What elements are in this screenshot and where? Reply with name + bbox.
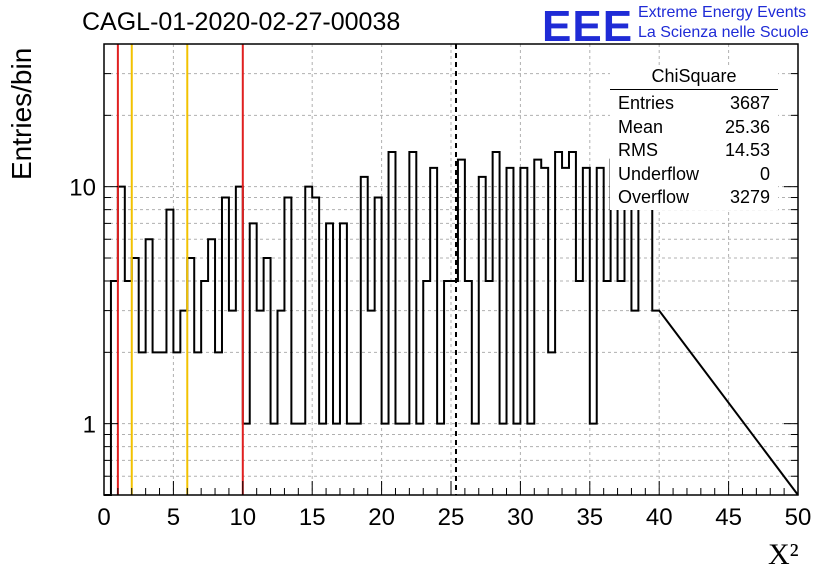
x-tick-label: 5 [167, 504, 180, 531]
chart-title: CAGL-01-2020-02-27-00038 [82, 8, 401, 36]
stat-label: Mean [618, 116, 664, 137]
stats-row: Mean 25.36 [610, 116, 778, 140]
eee-logo: EEE [542, 2, 634, 51]
stat-value: 0 [759, 163, 770, 184]
stats-title: ChiSquare [610, 66, 778, 90]
stat-value: 3279 [729, 187, 770, 207]
logo-text-line1: Extreme Energy Events [638, 4, 807, 21]
stat-value: 25.36 [724, 116, 770, 137]
x-tick-label: 35 [576, 504, 603, 531]
x-tick-label: 40 [646, 504, 673, 531]
stat-value: 3687 [729, 93, 770, 113]
y-tick-label: 1 [83, 412, 96, 439]
stats-row: Overflow 3279 [610, 186, 778, 210]
x-tick-label: 30 [507, 504, 534, 531]
stat-label: Overflow [618, 187, 690, 207]
x-tick-label: 50 [785, 504, 812, 531]
x-tick-label: 20 [368, 504, 395, 531]
stat-label: RMS [618, 140, 658, 160]
stat-label: Entries [618, 93, 675, 113]
y-tick-label: 10 [69, 175, 96, 202]
x-tick-label: 0 [97, 504, 110, 531]
x-tick-label: 25 [438, 504, 465, 531]
stats-row: RMS 14.53 [610, 139, 778, 163]
stats-box: ChiSquare Entries 3687 Mean 25.36 RMS 14.53… [610, 66, 778, 210]
x-tick-label: 15 [299, 504, 326, 531]
histogram-outline [104, 151, 799, 496]
x-tick-label: 10 [229, 504, 256, 531]
stat-value: 14.53 [724, 140, 770, 160]
stats-row: Underflow 0 [610, 163, 778, 187]
logo-text-line2: La Scienza nelle Scuole [638, 24, 809, 41]
x-axis-label: X² [768, 538, 799, 571]
stats-row: Entries 3687 [610, 92, 778, 116]
stat-label: Underflow [618, 163, 700, 184]
x-tick-label: 45 [715, 504, 742, 531]
y-axis-label: Entries/bin [6, 47, 37, 180]
